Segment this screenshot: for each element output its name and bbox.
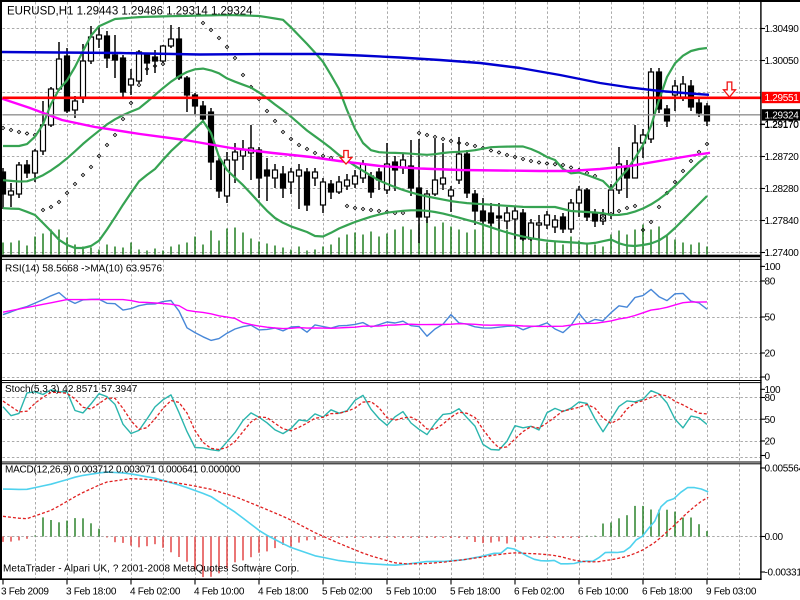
svg-text:EURUSD,H1 1.29443 1.29486 1.2: EURUSD,H1 1.29443 1.29486 1.29314 1.2932… [7,6,253,18]
svg-text:20: 20 [765,349,776,360]
svg-text:1.29551: 1.29551 [765,93,800,104]
svg-text:0: 0 [765,451,771,462]
svg-text:50: 50 [765,415,776,426]
svg-text:1.29324: 1.29324 [765,110,800,121]
svg-text:MetaTrader - Alpari UK, ? 2001: MetaTrader - Alpari UK, ? 2001-2008 Meta… [3,564,299,575]
svg-text:-0.00331: -0.00331 [765,568,800,579]
svg-text:100: 100 [765,262,782,273]
svg-text:5 Feb 18:00: 5 Feb 18:00 [450,587,501,598]
svg-text:Stoch(5,3,3) 42.8571 57.3947: Stoch(5,3,3) 42.8571 57.3947 [5,384,138,395]
svg-text:MACD(12,26,9) 0.003712 0.00307: MACD(12,26,9) 0.003712 0.003071 0.000641… [5,465,241,476]
svg-text:1.28720: 1.28720 [765,152,800,163]
svg-text:100: 100 [765,385,782,396]
svg-text:1.30490: 1.30490 [765,24,800,35]
svg-text:9 Feb 03:00: 9 Feb 03:00 [706,587,757,598]
svg-text:0: 0 [765,373,771,384]
svg-text:6 Feb 18:00: 6 Feb 18:00 [642,587,693,598]
svg-text:80: 80 [765,277,776,288]
svg-text:5 Feb 10:00: 5 Feb 10:00 [386,587,437,598]
svg-text:50: 50 [765,313,776,324]
svg-text:1.27400: 1.27400 [765,248,800,259]
svg-text:20: 20 [765,437,776,448]
svg-text:6 Feb 02:00: 6 Feb 02:00 [514,587,565,598]
svg-text:0.005564: 0.005564 [765,464,800,475]
svg-text:3 Feb 18:00: 3 Feb 18:00 [66,587,117,598]
svg-text:4 Feb 02:00: 4 Feb 02:00 [130,587,181,598]
svg-text:1.28280: 1.28280 [765,184,800,195]
svg-text:4 Feb 18:00: 4 Feb 18:00 [258,587,309,598]
svg-text:80: 80 [765,393,776,404]
svg-text:5 Feb 02:00: 5 Feb 02:00 [322,587,373,598]
svg-text:RSI(14) 58.5668 ->MA(10) 63.9: RSI(14) 58.5668 ->MA(10) 63.9576 [5,264,162,275]
svg-text:1.29170: 1.29170 [765,120,800,131]
svg-text:6 Feb 10:00: 6 Feb 10:00 [578,587,629,598]
svg-text:3 Feb 2009: 3 Feb 2009 [1,587,49,598]
svg-text:4 Feb 10:00: 4 Feb 10:00 [194,587,245,598]
svg-text:0.00: 0.00 [765,532,784,543]
svg-text:1.27840: 1.27840 [765,216,800,227]
svg-text:1.30050: 1.30050 [765,56,800,67]
svg-text:1.29170: 1.29170 [765,120,800,131]
